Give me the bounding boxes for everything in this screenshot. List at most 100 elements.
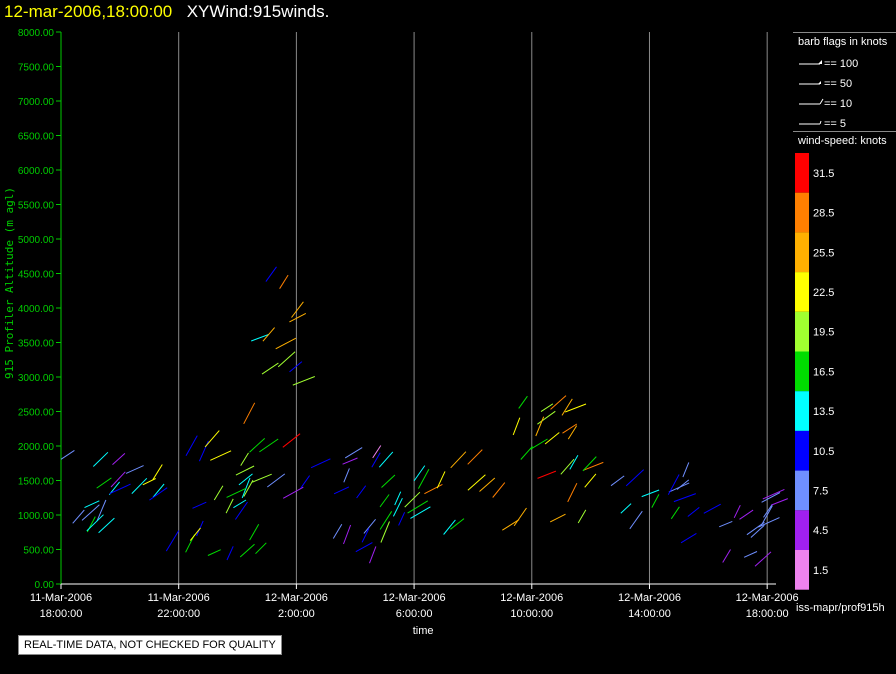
wind-barb xyxy=(96,477,112,489)
wind-barb xyxy=(60,449,75,460)
wind-barb xyxy=(687,507,700,517)
colorscale-label: 31.5 xyxy=(813,168,834,180)
barb-legend-entry: == 10 xyxy=(799,98,852,110)
wind-barb xyxy=(243,479,254,497)
wind-barb xyxy=(110,471,126,488)
wind-barb xyxy=(378,451,394,468)
wind-barb xyxy=(369,546,377,564)
wind-barb xyxy=(569,455,579,470)
x-tick-label: 12-Mar-2006 xyxy=(500,592,563,604)
wind-barb xyxy=(467,474,486,491)
wind-barb xyxy=(300,475,311,489)
wind-barb xyxy=(703,503,721,514)
barb-legend-entry: == 50 xyxy=(799,78,852,90)
wind-barb xyxy=(98,517,115,534)
wind-barb xyxy=(670,506,680,520)
barb-legend-label: == 50 xyxy=(824,78,852,90)
wind-barb xyxy=(750,524,765,538)
wind-barb xyxy=(540,403,554,413)
wind-barb xyxy=(413,465,426,482)
wind-barb xyxy=(443,519,456,535)
wind-barb xyxy=(279,274,289,289)
wind-barb xyxy=(235,465,255,476)
x-tick-label: 11-Mar-2006 xyxy=(30,592,92,604)
x-tick-label: 22:00:00 xyxy=(157,608,200,620)
y-tick-label: 0.00 xyxy=(35,580,55,591)
wind-barb xyxy=(417,468,430,489)
wind-barb xyxy=(291,301,304,318)
wind-barb xyxy=(560,458,575,475)
wind-barb xyxy=(234,501,248,520)
wind-barb xyxy=(207,549,221,556)
wind-barb xyxy=(356,485,367,499)
wind-barb xyxy=(398,512,406,526)
wind-barb xyxy=(363,518,376,534)
wind-barb xyxy=(282,433,301,448)
wind-barb xyxy=(84,500,100,509)
y-tick-label: 4000.00 xyxy=(18,304,55,315)
wind-barb xyxy=(513,507,527,527)
wind-barb xyxy=(343,524,352,545)
colorscale-label: 10.5 xyxy=(813,446,834,458)
x-tick-label: 12-Mar-2006 xyxy=(265,592,328,604)
title-product: XYWind:915winds. xyxy=(186,2,330,21)
wind-barb xyxy=(277,351,296,368)
wind-barb xyxy=(450,518,465,530)
colorscale-swatch xyxy=(795,430,809,471)
wind-barb xyxy=(407,500,429,514)
wind-barb xyxy=(226,487,247,498)
wind-barb xyxy=(131,477,148,494)
x-tick-label: 18:00:00 xyxy=(746,608,789,620)
wind-barb xyxy=(333,486,350,495)
wind-barb xyxy=(149,487,168,501)
wind-barb xyxy=(282,486,304,499)
wind-barb xyxy=(379,494,390,508)
barb-legend-title: barb flags in knots xyxy=(798,36,888,48)
colorscale-label: 7.5 xyxy=(813,485,828,497)
colorscale-label: 28.5 xyxy=(813,208,834,220)
wind-barb xyxy=(249,438,266,453)
y-tick-label: 4500.00 xyxy=(18,270,55,281)
wind-barb xyxy=(610,475,625,487)
wind-barb xyxy=(109,483,131,495)
wind-barb xyxy=(255,542,267,555)
x-tick-label: 6:00:00 xyxy=(396,608,433,620)
barb-legend: barb flags in knots xyxy=(793,32,896,131)
wind-barb xyxy=(96,499,107,522)
y-tick-label: 1500.00 xyxy=(18,477,55,488)
wind-barb xyxy=(240,452,249,466)
wind-barb xyxy=(241,477,251,499)
wind-barb xyxy=(450,451,467,469)
wind-barb xyxy=(381,474,396,488)
wind-barb xyxy=(243,402,256,425)
wind-barb xyxy=(392,497,403,517)
wind-barb xyxy=(583,461,604,471)
wind-barb xyxy=(467,449,483,465)
wind-barb xyxy=(249,524,260,541)
colorscale-swatch xyxy=(795,192,809,233)
wind-barb xyxy=(380,521,390,543)
wind-barb xyxy=(754,551,772,567)
wind-barb xyxy=(520,445,533,460)
barb-legend-label: == 10 xyxy=(824,98,852,110)
wind-barb xyxy=(226,546,234,561)
color-legend-title: wind-speed: knots xyxy=(798,135,887,147)
wind-barb xyxy=(225,498,234,514)
wind-barb xyxy=(192,501,207,509)
y-tick-label: 5500.00 xyxy=(18,201,55,212)
wind-barb xyxy=(550,395,567,410)
barb-legend-flag xyxy=(819,98,824,105)
wind-barbs xyxy=(60,266,788,567)
wind-barb xyxy=(86,514,104,532)
wind-barb xyxy=(680,532,697,544)
wind-barb xyxy=(763,504,773,518)
wind-barb xyxy=(762,488,785,500)
wind-barb xyxy=(577,509,587,524)
wind-barb xyxy=(213,485,224,501)
colorscale-swatch xyxy=(795,232,809,273)
barb-legend-flag xyxy=(818,81,821,84)
wind-barb xyxy=(761,492,781,503)
wind-barb xyxy=(424,483,443,495)
wind-barb xyxy=(629,510,643,530)
wind-barb xyxy=(292,376,315,386)
